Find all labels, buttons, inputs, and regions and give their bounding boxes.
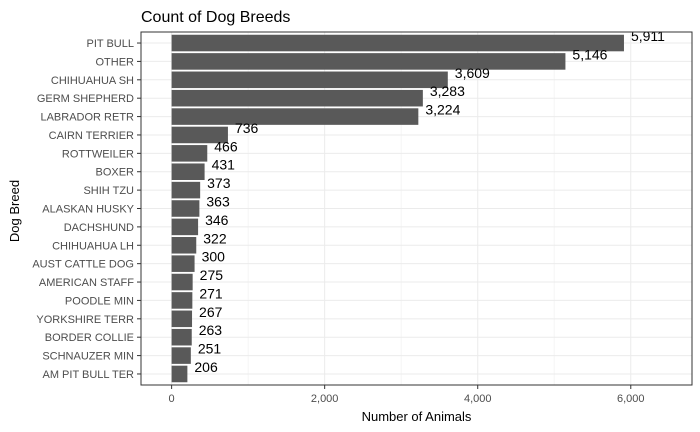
bar [171, 292, 193, 309]
bar [171, 218, 199, 236]
bar-value-label: 271 [199, 285, 223, 301]
bar-value-label: 5,146 [572, 46, 607, 62]
bar [171, 53, 566, 70]
x-tick-label: 6,000 [617, 393, 645, 405]
bar-value-label: 300 [202, 249, 226, 265]
bar [171, 273, 193, 291]
y-tick-label: OTHER [96, 56, 135, 68]
y-tick-label: BOXER [95, 167, 134, 179]
bar [171, 108, 419, 125]
y-tick-label: PIT BULL [87, 38, 135, 50]
y-tick-label: ALASKAN HUSKY [42, 204, 134, 216]
x-tick-label: 0 [169, 393, 175, 405]
bar-value-label: 466 [214, 138, 238, 154]
y-tick-label: YORKSHIRE TERR [36, 314, 134, 326]
bar [171, 328, 192, 346]
y-tick-label: GERM SHEPHERD [37, 93, 134, 105]
bar [171, 347, 191, 364]
bar-value-label: 206 [194, 359, 218, 375]
bar-value-label: 346 [205, 212, 229, 228]
bar-value-label: 3,224 [425, 102, 460, 118]
y-tick-label: SCHNAUZER MIN [42, 351, 134, 363]
bar [171, 181, 201, 199]
bar [171, 89, 423, 107]
x-tick-label: 4,000 [464, 393, 492, 405]
bar-value-label: 3,609 [455, 65, 490, 81]
bar [171, 310, 193, 328]
bar [171, 34, 624, 52]
bar-value-label: 363 [206, 194, 230, 210]
y-tick-label: LABRADOR RETR [40, 112, 134, 124]
bar [171, 200, 200, 217]
bar-value-label: 322 [203, 230, 227, 246]
bar [171, 145, 208, 162]
bar-value-label: 3,283 [430, 83, 465, 99]
bar-value-label: 275 [200, 267, 224, 283]
y-axis-title: Dog Breed [7, 180, 22, 242]
y-tick-label: CAIRN TERRIER [49, 130, 134, 142]
x-axis-title: Number of Animals [362, 409, 472, 424]
bar [171, 71, 448, 89]
bar-value-label: 373 [207, 175, 231, 191]
bar-value-label: 263 [199, 322, 223, 338]
x-tick-label: 2,000 [311, 393, 339, 405]
y-tick-label: ROTTWEILER [62, 148, 134, 160]
bar-value-label: 267 [199, 304, 223, 320]
y-tick-label: POODLE MIN [65, 295, 134, 307]
bar [171, 236, 197, 254]
y-tick-label: CHIHUAHUA LH [52, 240, 134, 252]
y-tick-label: AUST CATTLE DOG [32, 259, 134, 271]
bar [171, 126, 228, 144]
panel-border [140, 31, 693, 386]
y-tick-label: AM PIT BULL TER [43, 369, 135, 381]
bar-value-label: 5,911 [631, 28, 665, 44]
y-tick-label: BORDER COLLIE [45, 332, 134, 344]
y-tick-label: DACHSHUND [64, 222, 134, 234]
y-tick-label: AMERICAN STAFF [39, 277, 134, 289]
bar [171, 255, 195, 272]
bar [171, 365, 188, 383]
bar-value-label: 431 [212, 157, 236, 173]
plot-panel: 5,911 5,146 3,609 3,283 3,224 736 466 431 373 363… [32, 28, 693, 405]
bar-value-label: 736 [235, 120, 259, 136]
bar-value-label: 251 [198, 341, 222, 357]
y-tick-label: SHIH TZU [83, 185, 134, 197]
y-tick-label: CHIHUAHUA SH [51, 75, 134, 87]
chart-title: Count of Dog Breeds [141, 9, 290, 26]
bar [171, 163, 205, 181]
